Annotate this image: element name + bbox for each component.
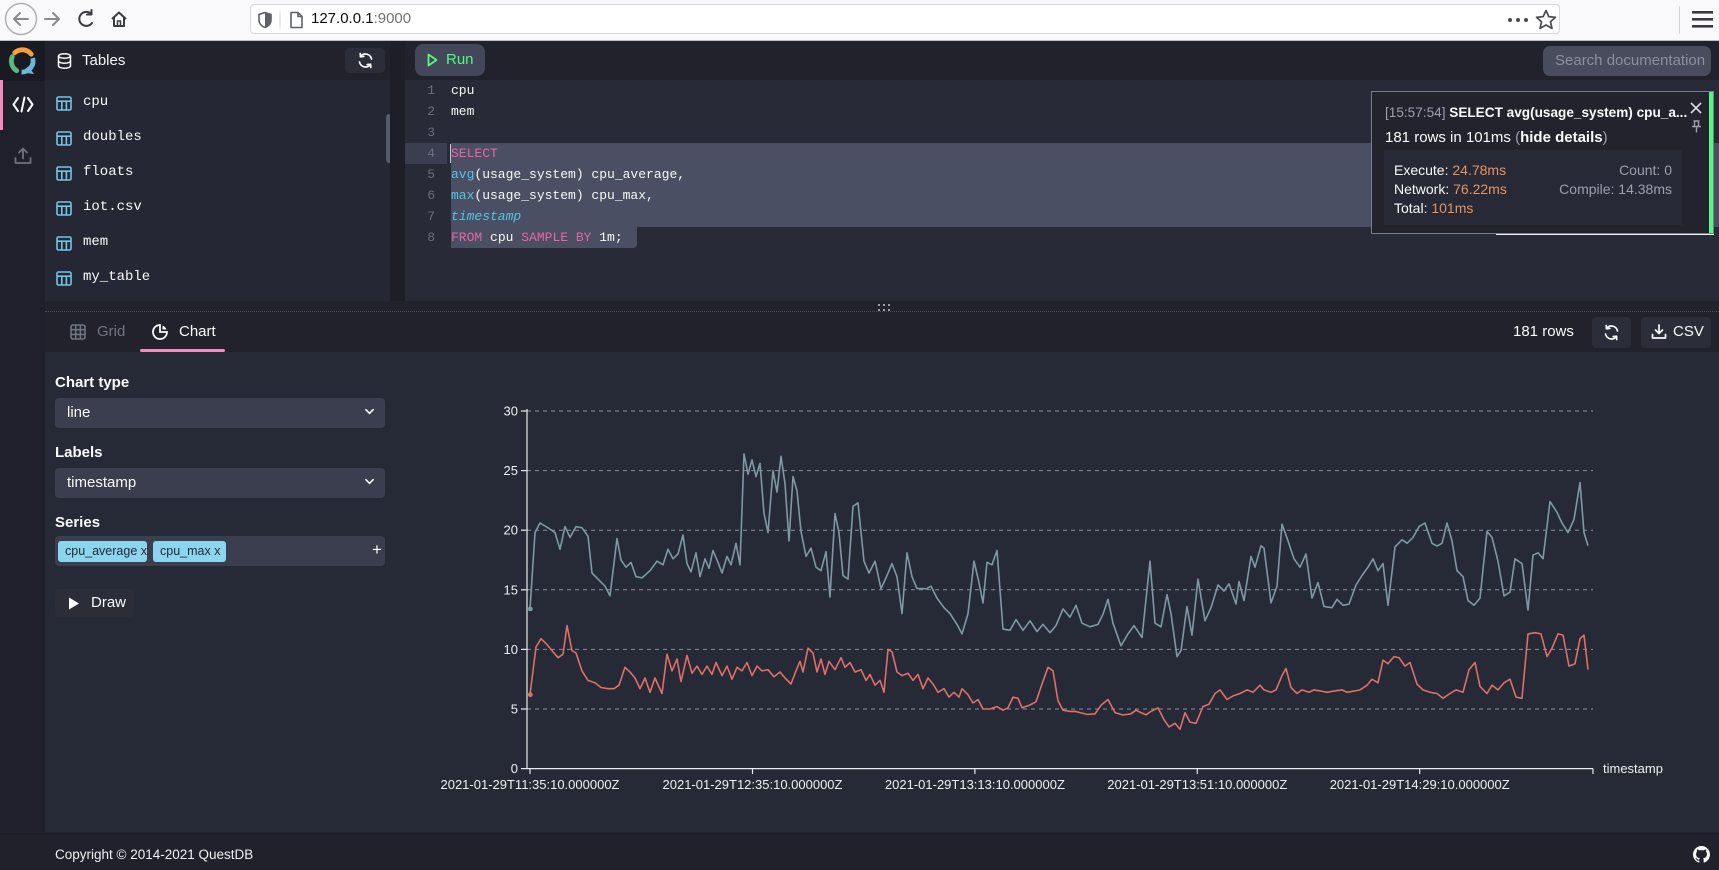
svg-text:5: 5 bbox=[511, 702, 518, 717]
svg-text:0: 0 bbox=[511, 761, 518, 776]
svg-text:25: 25 bbox=[504, 463, 518, 478]
svg-text:2021-01-29T11:35:10.000000Z: 2021-01-29T11:35:10.000000Z bbox=[440, 777, 619, 792]
svg-text:2021-01-29T13:13:10.000000Z: 2021-01-29T13:13:10.000000Z bbox=[885, 777, 1065, 792]
svg-text:20: 20 bbox=[504, 523, 518, 538]
svg-text:2021-01-29T12:35:10.000000Z: 2021-01-29T12:35:10.000000Z bbox=[663, 777, 843, 792]
svg-text:2021-01-29T14:29:10.000000Z: 2021-01-29T14:29:10.000000Z bbox=[1330, 777, 1510, 792]
svg-text:10: 10 bbox=[504, 642, 518, 657]
svg-text:timestamp: timestamp bbox=[1603, 761, 1663, 776]
svg-text:30: 30 bbox=[504, 404, 518, 419]
svg-text:15: 15 bbox=[504, 582, 518, 597]
svg-text:2021-01-29T13:51:10.000000Z: 2021-01-29T13:51:10.000000Z bbox=[1107, 777, 1287, 792]
